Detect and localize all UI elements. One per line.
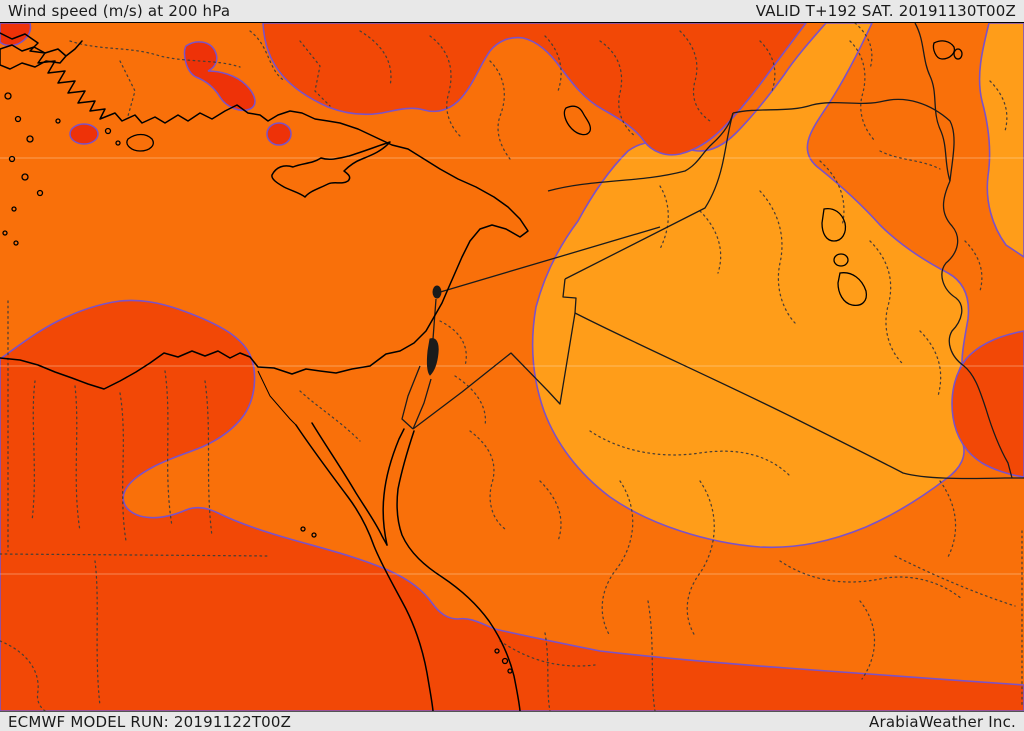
deepest-blob-anatolia [183,41,256,111]
islands [2,92,513,674]
light-band-central-blob [531,23,970,549]
turkey-caucasus-border [914,23,951,182]
model-run-label: ECMWF MODEL RUN: 20191122T00Z [8,712,292,731]
product-title: Wind speed (m/s) at 200 hPa [8,2,231,20]
red-sea-west-coast [295,424,434,711]
iraq-lake-habbaniyah [833,253,849,267]
jordan-valley-border [412,298,437,430]
dead-sea-lake [426,338,439,376]
sinai-west-coast [311,422,388,546]
israel-egypt-border [401,365,421,430]
country-borders [401,23,1024,480]
deepest-blob-north-of-cyprus [266,122,292,146]
latitude-gridlines [0,157,1024,575]
jordan-iraq-border [436,226,661,294]
lake-assad [563,105,592,136]
wind-fill-regions [0,23,1024,711]
turkey-iraq-border [732,98,955,182]
tripoint-notch-border [562,278,577,314]
weather-map-canvas [0,22,1024,712]
coastlines [0,32,529,711]
strong-band-egypt-south [0,299,1024,711]
deepest-blob-aegean [69,123,99,145]
turkey-levant-egypt-coastline [0,32,529,390]
weather-map-svg [0,23,1024,711]
header-bar: Wind speed (m/s) at 200 hPa VALID T+192 … [0,0,1024,22]
strong-band-right-pocket [951,330,1024,478]
jordan-saudi-border [412,312,576,430]
marmara-sea-coast [0,40,83,70]
footer-bar: ECMWF MODEL RUN: 20191122T00Z ArabiaWeat… [0,712,1024,731]
lake-van [932,40,956,60]
rhodes-island [126,133,154,152]
sea-of-galilee-lake [432,285,442,299]
valid-time-label: VALID T+192 SAT. 20191130T00Z [755,2,1016,20]
sinai-east-aqaba-coast [382,428,405,546]
iran-iraq-border [941,180,1013,479]
lake-urmia [953,48,963,60]
lakes [426,40,963,376]
turkey-syria-border [547,112,734,192]
iraq-lake-razzaza [837,272,868,307]
cyprus-island-coast [271,141,391,198]
syria-iraq-border [564,112,734,280]
iraq-lake-tharthar [821,207,847,242]
saudi-red-sea-coast [396,430,521,711]
iraq-saudi-border [574,312,1024,480]
suez-canal-line [257,370,297,426]
strong-band-top [262,23,807,156]
brand-label: ArabiaWeather Inc. [869,712,1016,731]
deepest-blob-nw-corner [0,23,32,47]
dotted-admin-borders [0,23,1023,711]
